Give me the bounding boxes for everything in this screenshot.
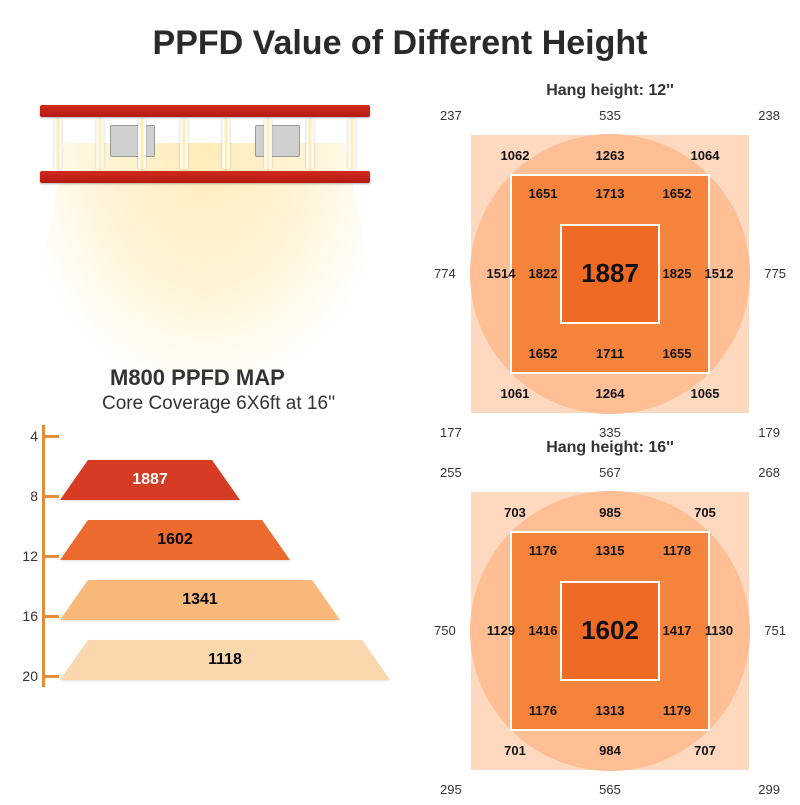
- map-title: M800 PPFD MAP: [110, 365, 285, 391]
- ladder-tick-label: 16: [20, 608, 38, 624]
- grid-val: 707: [680, 743, 730, 758]
- led-bar: [96, 119, 104, 169]
- ladder-tick-label: 12: [20, 548, 38, 564]
- ladder-layer: 1602: [60, 520, 290, 560]
- grid-val: 1652: [652, 186, 702, 201]
- edge-val: 774: [434, 266, 456, 281]
- ladder-tick-label: 20: [20, 668, 38, 684]
- heatmap-12in: Hang height: 12''23723817717953533577477…: [440, 108, 780, 448]
- edge-val: 567: [440, 465, 780, 480]
- grid-val: 1178: [652, 543, 702, 558]
- heatmap-label: Hang height: 12'': [440, 82, 780, 100]
- edge-val: 750: [434, 623, 456, 638]
- grid-val: 1061: [490, 386, 540, 401]
- heatmap-label: Hang height: 16'': [440, 439, 780, 457]
- grid-val: 1179: [652, 703, 702, 718]
- page-title: PPFD Value of Different Height: [0, 24, 800, 63]
- ladder-tick: [45, 555, 59, 558]
- grid-val: 1713: [585, 186, 635, 201]
- ladder-tick-label: 8: [20, 488, 38, 504]
- grid-val: 1655: [652, 346, 702, 361]
- center-val: 1602: [560, 615, 660, 646]
- ladder-layer: 1341: [60, 580, 340, 620]
- ladder-tick: [45, 435, 59, 438]
- led-fixture: [40, 105, 370, 183]
- ladder-tick: [45, 495, 59, 498]
- map-subtitle: Core Coverage 6X6ft at 16'': [102, 393, 335, 415]
- led-bar: [264, 119, 272, 169]
- ppfd-ladder: 4 8 12 16 20 1887 1602 1341 1118: [20, 425, 390, 705]
- ladder-tick-label: 4: [20, 428, 38, 444]
- grid-val: 1263: [585, 148, 635, 163]
- grid-val: 1651: [518, 186, 568, 201]
- led-bar: [54, 119, 62, 169]
- led-bar: [180, 119, 188, 169]
- ladder-tick: [45, 615, 59, 618]
- edge-val: 751: [764, 623, 786, 638]
- led-bar: [138, 119, 146, 169]
- edge-val: 535: [440, 108, 780, 123]
- grid-val: 1315: [585, 543, 635, 558]
- heatmap-16in: Hang height: 16''25526829529956756575075…: [440, 465, 780, 805]
- ladder-tick: [45, 675, 59, 678]
- grid-val: 1711: [585, 346, 635, 361]
- grid-val: 1064: [680, 148, 730, 163]
- grid-val: 984: [585, 743, 635, 758]
- grid-val: 1062: [490, 148, 540, 163]
- grid-val: 1176: [518, 703, 568, 718]
- edge-val: 565: [440, 782, 780, 797]
- grid-val: 703: [490, 505, 540, 520]
- grid-val: 1065: [680, 386, 730, 401]
- ladder-layer: 1118: [60, 640, 390, 680]
- edge-val: 775: [764, 266, 786, 281]
- led-bar: [348, 119, 356, 169]
- grid-val: 1313: [585, 703, 635, 718]
- grid-val: 1176: [518, 543, 568, 558]
- led-bar: [222, 119, 230, 169]
- center-val: 1887: [560, 258, 660, 289]
- grid-val: 985: [585, 505, 635, 520]
- edge-val: 335: [440, 425, 780, 440]
- grid-val: 1652: [518, 346, 568, 361]
- led-bar: [306, 119, 314, 169]
- grid-val: 701: [490, 743, 540, 758]
- grid-val: 1264: [585, 386, 635, 401]
- ladder-layer: 1887: [60, 460, 240, 500]
- grid-val: 705: [680, 505, 730, 520]
